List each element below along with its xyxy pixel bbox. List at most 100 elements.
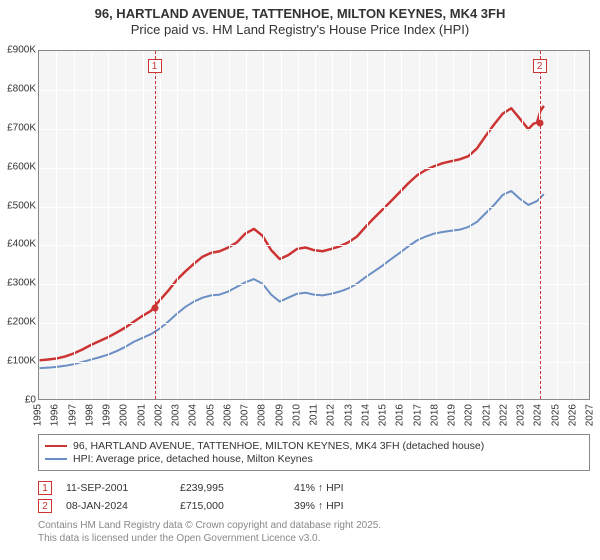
x-tick-label: 2024 <box>533 404 544 426</box>
x-tick-label: 2000 <box>119 404 130 426</box>
gridline-vertical <box>401 51 402 399</box>
x-tick-label: 2001 <box>136 404 147 426</box>
chart-plot-area: 12 <box>38 50 590 400</box>
gridline-vertical <box>194 51 195 399</box>
footer-licence: This data is licensed under the Open Gov… <box>38 533 590 546</box>
legend-row-price-paid: 96, HARTLAND AVENUE, TATTENHOE, MILTON K… <box>45 440 583 452</box>
x-tick-label: 2006 <box>222 404 233 426</box>
gridline-horizontal <box>39 323 589 324</box>
marker-dot <box>536 119 543 126</box>
transaction-pct: 39% ↑ HPI <box>294 500 414 512</box>
x-tick-label: 2020 <box>464 404 475 426</box>
transaction-marker: 2 <box>38 499 52 513</box>
marker-line <box>155 51 156 399</box>
transaction-date: 11-SEP-2001 <box>66 482 166 494</box>
x-tick-label: 2015 <box>378 404 389 426</box>
gridline-vertical <box>505 51 506 399</box>
gridline-vertical <box>281 51 282 399</box>
x-tick-label: 2013 <box>343 404 354 426</box>
x-tick-label: 1998 <box>84 404 95 426</box>
transaction-pct: 41% ↑ HPI <box>294 482 414 494</box>
x-tick-label: 2019 <box>447 404 458 426</box>
y-tick-label: £200K <box>0 317 36 328</box>
transaction-row: 1 11-SEP-2001 £239,995 41% ↑ HPI <box>38 479 590 497</box>
x-tick-label: 2008 <box>257 404 268 426</box>
x-tick-label: 2025 <box>550 404 561 426</box>
gridline-vertical <box>419 51 420 399</box>
x-tick-label: 2012 <box>326 404 337 426</box>
gridline-vertical <box>367 51 368 399</box>
gridline-vertical <box>557 51 558 399</box>
x-tick-label: 2021 <box>481 404 492 426</box>
gridline-vertical <box>160 51 161 399</box>
legend-swatch-hpi <box>45 458 67 460</box>
legend-row-hpi: HPI: Average price, detached house, Milt… <box>45 453 583 465</box>
gridline-vertical <box>522 51 523 399</box>
x-tick-label: 2018 <box>429 404 440 426</box>
transaction-date: 08-JAN-2024 <box>66 500 166 512</box>
title-address: 96, HARTLAND AVENUE, TATTENHOE, MILTON K… <box>0 6 600 22</box>
gridline-horizontal <box>39 168 589 169</box>
y-tick-label: £700K <box>0 122 36 133</box>
gridline-vertical <box>470 51 471 399</box>
gridline-horizontal <box>39 284 589 285</box>
chart-lines <box>39 51 589 399</box>
y-tick-label: £600K <box>0 161 36 172</box>
y-tick-label: £900K <box>0 45 36 56</box>
gridline-horizontal <box>39 207 589 208</box>
marker-line <box>540 51 541 399</box>
gridline-vertical <box>177 51 178 399</box>
x-tick-label: 2016 <box>395 404 406 426</box>
title-subtitle: Price paid vs. HM Land Registry's House … <box>0 22 600 38</box>
gridline-vertical <box>125 51 126 399</box>
gridline-horizontal <box>39 90 589 91</box>
x-tick-label: 2004 <box>188 404 199 426</box>
transaction-row: 2 08-JAN-2024 £715,000 39% ↑ HPI <box>38 497 590 515</box>
marker-box: 1 <box>148 59 162 73</box>
transaction-marker: 1 <box>38 481 52 495</box>
x-tick-label: 2014 <box>360 404 371 426</box>
marker-dot <box>151 304 158 311</box>
series-line-hpi <box>40 191 544 368</box>
gridline-vertical <box>574 51 575 399</box>
x-tick-label: 2003 <box>171 404 182 426</box>
gridline-vertical <box>350 51 351 399</box>
gridline-horizontal <box>39 129 589 130</box>
legend-swatch-price-paid <box>45 445 67 447</box>
y-tick-label: £500K <box>0 200 36 211</box>
legend-label-hpi: HPI: Average price, detached house, Milt… <box>73 453 313 465</box>
footer: Contains HM Land Registry data © Crown c… <box>38 520 590 545</box>
gridline-vertical <box>108 51 109 399</box>
gridline-horizontal <box>39 362 589 363</box>
y-tick-label: £0 <box>0 395 36 406</box>
x-tick-label: 2010 <box>291 404 302 426</box>
x-tick-label: 2009 <box>274 404 285 426</box>
gridline-vertical <box>91 51 92 399</box>
gridline-vertical <box>298 51 299 399</box>
y-tick-label: £800K <box>0 83 36 94</box>
gridline-vertical <box>263 51 264 399</box>
gridline-vertical <box>384 51 385 399</box>
gridline-vertical <box>74 51 75 399</box>
gridline-vertical <box>488 51 489 399</box>
x-tick-label: 1997 <box>67 404 78 426</box>
series-line-price_paid <box>40 106 544 360</box>
x-tick-label: 2023 <box>516 404 527 426</box>
x-tick-label: 2011 <box>309 404 320 426</box>
y-tick-label: £100K <box>0 356 36 367</box>
gridline-vertical <box>229 51 230 399</box>
x-tick-label: 2017 <box>412 404 423 426</box>
transaction-price: £239,995 <box>180 482 280 494</box>
gridline-vertical <box>453 51 454 399</box>
x-tick-label: 1996 <box>50 404 61 426</box>
legend-label-price-paid: 96, HARTLAND AVENUE, TATTENHOE, MILTON K… <box>73 440 484 452</box>
x-tick-label: 2027 <box>585 404 596 426</box>
gridline-vertical <box>315 51 316 399</box>
gridline-vertical <box>436 51 437 399</box>
x-tick-label: 1995 <box>33 404 44 426</box>
gridline-vertical <box>56 51 57 399</box>
legend: 96, HARTLAND AVENUE, TATTENHOE, MILTON K… <box>38 434 590 471</box>
y-tick-label: £400K <box>0 239 36 250</box>
gridline-vertical <box>212 51 213 399</box>
x-tick-label: 2007 <box>240 404 251 426</box>
